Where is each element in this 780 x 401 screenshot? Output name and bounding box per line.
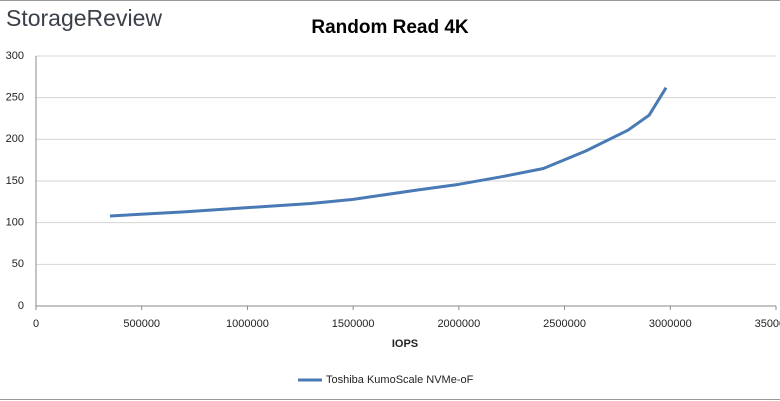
y-tick-label: 300 bbox=[6, 50, 24, 62]
y-tick-label: 100 bbox=[6, 217, 24, 229]
y-tick-label: 50 bbox=[12, 258, 24, 270]
x-tick-label: 500000 bbox=[123, 318, 160, 330]
x-tick-label: 3000000 bbox=[649, 318, 692, 330]
y-tick-label: 250 bbox=[6, 92, 24, 104]
series-line bbox=[109, 86, 668, 218]
y-tick-label: 0 bbox=[18, 300, 24, 312]
legend-label: Toshiba KumoScale NVMe-oF bbox=[326, 374, 474, 386]
x-tick-label: 3500000 bbox=[755, 318, 780, 330]
y-tick-label: 200 bbox=[6, 133, 24, 145]
x-tick-label: 1000000 bbox=[226, 318, 269, 330]
x-tick-label: 2500000 bbox=[543, 318, 586, 330]
x-tick-label: 2000000 bbox=[437, 318, 480, 330]
x-axis-label: IOPS bbox=[392, 338, 418, 350]
x-tick-label: 1500000 bbox=[332, 318, 375, 330]
logo: StorageReview bbox=[6, 5, 162, 31]
chart-title: Random Read 4K bbox=[311, 17, 469, 38]
y-tick-label: 150 bbox=[6, 175, 24, 187]
x-tick-label: 0 bbox=[33, 318, 39, 330]
